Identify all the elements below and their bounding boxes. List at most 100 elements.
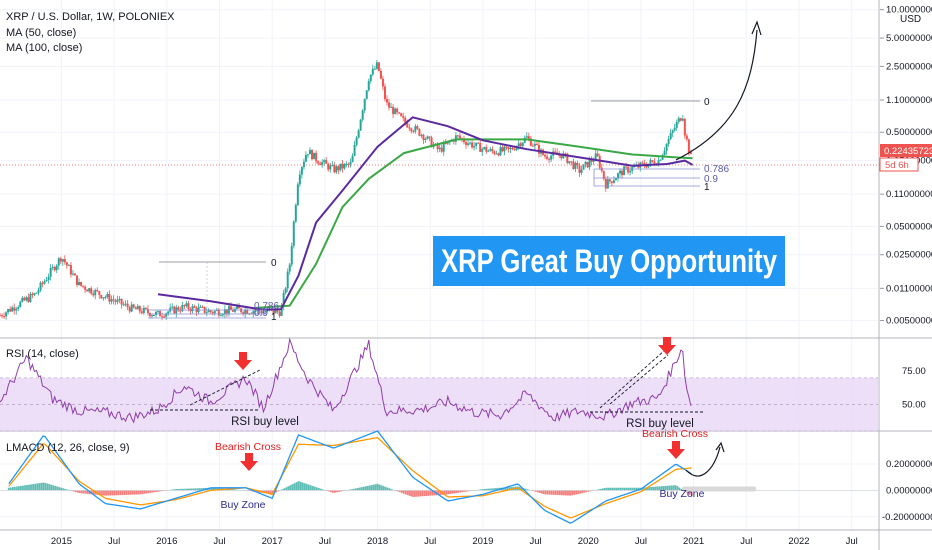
candle-body — [35, 292, 38, 294]
candle-body — [594, 153, 597, 161]
candle-body — [493, 151, 496, 154]
candle-body — [404, 117, 407, 123]
macd-histogram-bar — [358, 487, 361, 491]
candle-body — [144, 307, 147, 309]
macd-histogram-bar — [212, 487, 215, 491]
candle-body — [146, 308, 149, 313]
macd-histogram-bar — [307, 484, 310, 491]
macd-histogram-bar — [484, 488, 486, 491]
candle-body — [369, 74, 372, 82]
macd-histogram-bar — [271, 490, 274, 495]
macd-histogram-bar — [638, 487, 640, 491]
candle-body — [260, 311, 263, 314]
macd-histogram-bar — [548, 490, 551, 495]
macd-histogram-bar — [492, 488, 494, 491]
y-tick-label: 5.00000000 — [886, 33, 932, 44]
macd-histogram-bar — [228, 489, 231, 491]
macd-histogram-bar — [131, 490, 134, 495]
candle-body — [396, 108, 399, 113]
macd-histogram-bar — [569, 490, 571, 496]
macd-histogram-bar — [28, 484, 30, 491]
macd-histogram-bar — [208, 487, 211, 491]
macd-histogram-bar — [101, 490, 103, 496]
candle-body — [33, 293, 36, 296]
macd-histogram-bar — [188, 488, 191, 491]
macd-histogram-bar — [402, 490, 405, 494]
macd-histogram-bar — [129, 490, 132, 495]
candle-body — [11, 307, 14, 312]
macd-histogram-bar — [611, 487, 614, 491]
candle-body — [588, 159, 591, 168]
macd-histogram-bar — [265, 490, 268, 494]
candle-body — [63, 259, 66, 263]
candle-body — [61, 259, 64, 262]
fib-2017-1: 1 — [271, 312, 277, 323]
fib-2020-09: 0.9 — [704, 174, 718, 185]
macd-histogram-bar — [330, 490, 332, 493]
candle-body — [329, 165, 332, 170]
candle-body — [406, 122, 409, 128]
macd-histogram-bar — [159, 490, 162, 492]
bearish-cross-label-1: Bearish Cross — [215, 441, 281, 453]
macd-histogram-bar — [289, 485, 292, 491]
macd-histogram-bar — [579, 490, 582, 494]
candle-body — [645, 165, 648, 168]
macd-histogram-bar — [352, 488, 355, 491]
macd-histogram-bar — [690, 490, 693, 497]
macd-histogram-bar — [149, 490, 152, 493]
rsi-y-tick-label: 50.00 — [902, 399, 926, 410]
candle-body — [400, 113, 403, 117]
candle-body — [171, 306, 174, 308]
macd-histogram-bar — [538, 490, 541, 493]
macd-histogram-bar — [646, 487, 648, 491]
macd-histogram-bar — [62, 488, 65, 491]
macd-histogram-bar — [78, 490, 81, 494]
macd-histogram-bar — [319, 488, 322, 491]
banner-background — [433, 236, 785, 286]
macd-histogram-bar — [291, 484, 294, 491]
price-tag — [880, 144, 932, 157]
macd-histogram-bar — [439, 490, 442, 495]
macd-histogram-bar — [30, 484, 32, 491]
x-tick-label: Jul — [424, 536, 436, 547]
macd-histogram-bar — [670, 485, 673, 491]
macd-histogram-bar — [374, 484, 377, 491]
candle-body — [564, 153, 567, 155]
macd-histogram-bar — [115, 490, 118, 496]
macd-histogram-bar — [443, 490, 446, 495]
candle-body — [150, 315, 153, 317]
macd-histogram-bar — [656, 486, 659, 491]
candle-body — [167, 311, 170, 314]
macd-histogram-bar — [660, 486, 663, 491]
macd-histogram-bar — [526, 489, 529, 491]
candle-body — [15, 308, 18, 311]
candle-body — [568, 161, 571, 164]
candle-body — [179, 310, 182, 312]
candle-body — [477, 142, 480, 144]
candle-body — [410, 128, 413, 131]
candle-body — [55, 265, 58, 271]
candle-body — [49, 267, 52, 277]
candle-body — [491, 149, 494, 152]
macd-histogram-bar — [66, 489, 69, 491]
candle-body — [128, 307, 131, 312]
macd-histogram-bar — [415, 490, 417, 497]
candle-body — [394, 108, 397, 115]
y-tick-label: 0.50000000 — [886, 127, 932, 138]
candle-body — [580, 169, 583, 173]
candle-body — [142, 307, 145, 314]
candle-body — [440, 147, 443, 152]
macd-histogram-bar — [431, 490, 434, 496]
ma100-legend: MA (100, close) — [6, 42, 82, 54]
macd-histogram-bar — [119, 490, 122, 496]
candle-body — [199, 306, 202, 308]
price-pane — [0, 60, 880, 321]
macd-histogram-bar — [364, 486, 367, 491]
candle-body — [82, 285, 85, 287]
macd-histogram-bar — [366, 485, 369, 491]
candle-body — [560, 155, 563, 159]
macd-histogram-bar — [504, 487, 507, 491]
macd-histogram-bar — [658, 486, 661, 491]
macd-histogram-bar — [332, 490, 334, 493]
candle-body — [651, 160, 654, 162]
